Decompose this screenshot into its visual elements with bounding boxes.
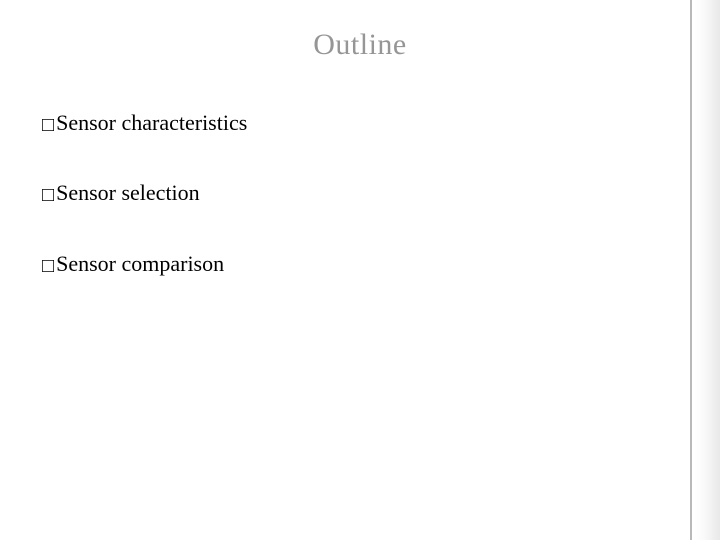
bullet-text: Sensor comparison — [56, 251, 224, 277]
square-bullet-icon: □ — [42, 183, 54, 207]
square-bullet-icon: □ — [42, 113, 54, 137]
bullet-item: □ Sensor comparison — [42, 251, 680, 277]
page-curl-shadow — [694, 0, 720, 540]
bullet-text: Sensor characteristics — [56, 110, 247, 136]
bullet-list: □ Sensor characteristics □ Sensor select… — [40, 110, 680, 277]
slide: Outline □ Sensor characteristics □ Senso… — [0, 0, 720, 540]
square-bullet-icon: □ — [42, 254, 54, 278]
bullet-text: Sensor selection — [56, 180, 200, 206]
vertical-rule — [690, 0, 692, 540]
bullet-item: □ Sensor selection — [42, 180, 680, 206]
bullet-item: □ Sensor characteristics — [42, 110, 680, 136]
slide-title: Outline — [40, 28, 680, 62]
